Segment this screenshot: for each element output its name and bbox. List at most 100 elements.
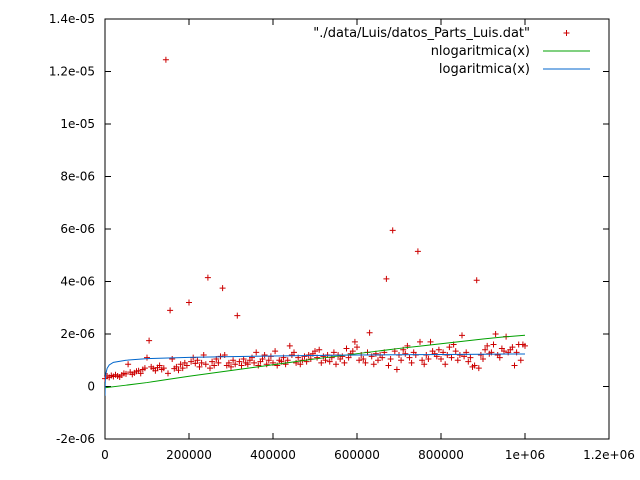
- data-point: [341, 359, 348, 366]
- data-point: [175, 367, 182, 374]
- data-point: [236, 358, 243, 365]
- data-point: [162, 56, 169, 63]
- y-tick-label: 0: [87, 380, 95, 394]
- plot-frame: [104, 18, 610, 440]
- data-point: [179, 365, 186, 372]
- data-point: [389, 227, 396, 234]
- data-point: [244, 361, 251, 368]
- data-point: [465, 358, 472, 365]
- data-point: [183, 362, 190, 369]
- data-point: [291, 349, 297, 356]
- data-point: [339, 353, 346, 360]
- data-point: [345, 354, 352, 361]
- data-point: [517, 357, 524, 364]
- data-point: [293, 359, 300, 366]
- data-point: [265, 357, 272, 364]
- data-point: [393, 366, 400, 373]
- x-tick-label: 400000: [250, 448, 296, 462]
- data-point: [471, 362, 478, 369]
- data-point: [456, 352, 463, 358]
- data-point: [473, 277, 480, 284]
- x-tick: 600000: [334, 19, 380, 462]
- data-point: [333, 361, 339, 368]
- data-point: [209, 358, 216, 365]
- data-point: [160, 365, 167, 372]
- data-point: [167, 307, 174, 314]
- data-point: [238, 362, 245, 369]
- x-tick: 400000: [250, 19, 296, 462]
- legend-entry: nlogaritmica(x): [431, 44, 590, 59]
- data-point: [251, 359, 258, 366]
- data-point: [408, 359, 415, 366]
- data-point: [249, 354, 255, 361]
- y-tick: 1.4e-05: [49, 12, 609, 26]
- x-tick-label: 0: [101, 448, 109, 462]
- data-point: [356, 357, 363, 364]
- data-point: [137, 370, 144, 377]
- data-point: [141, 365, 148, 372]
- data-point: [398, 357, 405, 364]
- legend: "./data/Luis/datos_Parts_Luis.dat"nlogar…: [313, 26, 590, 77]
- data-point: [186, 299, 192, 306]
- data-point: [492, 331, 499, 337]
- data-point: [459, 332, 465, 339]
- data-point: [228, 363, 234, 370]
- data-point: [204, 274, 211, 281]
- data-point: [282, 361, 289, 368]
- data-point: [442, 361, 449, 368]
- data-point: [480, 355, 486, 362]
- y-tick-label: 4e-06: [60, 275, 95, 289]
- y-tick: 4e-06: [60, 275, 609, 289]
- x-tick: 800000: [418, 19, 464, 462]
- data-point: [240, 355, 247, 362]
- data-point: [202, 361, 209, 368]
- data-point: [425, 355, 432, 362]
- data-point: [156, 362, 163, 369]
- data-point: [444, 352, 451, 358]
- data-point: [368, 353, 375, 360]
- y-tick-label: 2e-06: [60, 327, 95, 341]
- y-tick: 1.2e-05: [49, 65, 609, 79]
- data-point: [354, 344, 360, 351]
- data-point: [496, 354, 503, 361]
- series-line-1: [105, 334, 526, 389]
- data-point: [522, 342, 528, 349]
- data-point: [385, 362, 392, 369]
- data-point: [417, 338, 423, 345]
- data-point: [192, 360, 199, 367]
- data-point: [414, 248, 421, 255]
- x-tick-label: 600000: [334, 448, 380, 462]
- data-point: [297, 361, 304, 368]
- y-tick-label: -2e-06: [56, 432, 95, 446]
- y-tick-label: 1.4e-05: [49, 12, 95, 26]
- data-point: [211, 362, 218, 369]
- data-point: [255, 362, 262, 369]
- data-point: [330, 349, 337, 356]
- legend-entry: "./data/Luis/datos_Parts_Luis.dat": [313, 26, 570, 41]
- data-point: [326, 358, 333, 365]
- y-tick: 2e-06: [60, 327, 609, 341]
- x-tick-label: 200000: [166, 448, 212, 462]
- x-tick: 1e+06: [505, 19, 545, 462]
- data-point: [303, 358, 310, 365]
- data-point: [427, 338, 434, 345]
- y-tick-label: 6e-06: [60, 222, 95, 236]
- y-tick-label: 8e-06: [60, 170, 95, 184]
- legend-entry: logaritmica(x): [439, 62, 590, 77]
- legend-swatch: [563, 30, 570, 36]
- series-line-2: [105, 353, 526, 396]
- data-point: [316, 346, 323, 353]
- data-point: [343, 345, 350, 352]
- data-point: [263, 361, 270, 368]
- data-point: [322, 357, 329, 364]
- legend-label: nlogaritmica(x): [431, 44, 530, 59]
- data-point: [301, 353, 308, 360]
- data-point: [446, 344, 453, 351]
- data-point: [146, 337, 153, 344]
- y-tick-label: 1e-05: [60, 117, 95, 131]
- data-point: [366, 329, 373, 336]
- data-point: [173, 363, 180, 370]
- data-point: [272, 348, 279, 355]
- plot-series: [102, 56, 528, 396]
